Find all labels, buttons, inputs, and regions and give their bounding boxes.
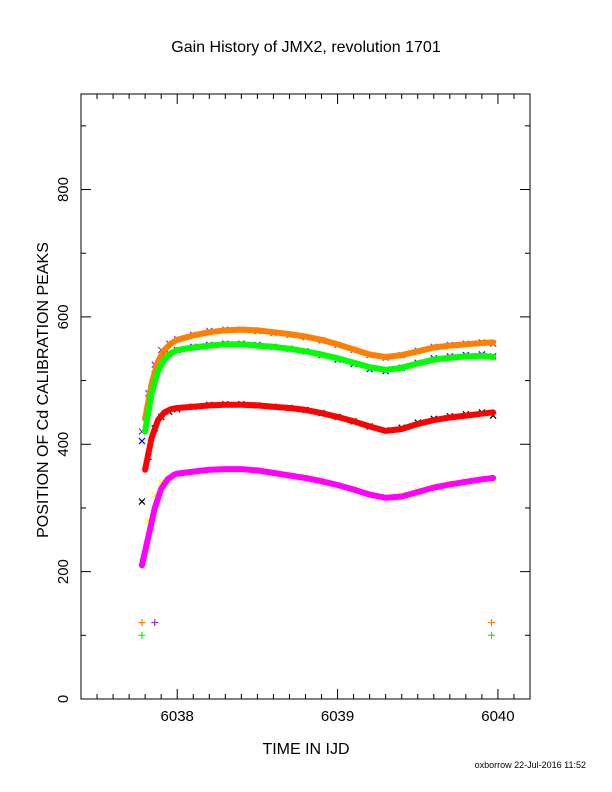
- marker-layer: [138, 619, 496, 639]
- series-5-curve: [142, 401, 497, 473]
- x-axis-label: TIME IN IJD: [262, 741, 349, 758]
- chart-title: Gain History of JMX2, revolution 1701: [171, 39, 441, 56]
- series-3: [142, 341, 497, 435]
- plus-marker: [138, 631, 146, 639]
- x-tick-label: 6040: [481, 708, 514, 725]
- x-tick-label: 6039: [321, 708, 354, 725]
- axis-tick-labels: 6038 6039 6040 0 200 400 600 800: [55, 177, 515, 725]
- plus-marker: [488, 631, 496, 639]
- x-tick-label: 6038: [161, 708, 194, 725]
- plus-marker: [151, 619, 159, 627]
- y-tick-label: 800: [55, 177, 72, 202]
- series-3-curve: [142, 341, 497, 435]
- series-5: [142, 401, 497, 473]
- plus-marker: [488, 619, 496, 627]
- series-2: [142, 326, 497, 422]
- series-1-point: [138, 437, 146, 445]
- plus-marker: [138, 619, 146, 627]
- y-axis-label: POSITION OF Cd CALIBRATION PEAKS: [35, 242, 52, 538]
- series-layer: [138, 326, 497, 569]
- series-4-point: [138, 498, 146, 506]
- credit-text: oxborrow 22-Jul-2016 11:52: [475, 760, 586, 770]
- y-tick-label: 200: [55, 559, 72, 584]
- axis-ticks: [81, 94, 530, 700]
- y-tick-label: 400: [55, 432, 72, 457]
- series-2-curve: [142, 326, 497, 422]
- series-7-curve: [138, 466, 497, 569]
- y-tick-label: 0: [55, 695, 72, 703]
- series-7: [138, 466, 497, 569]
- y-tick-label: 600: [55, 304, 72, 329]
